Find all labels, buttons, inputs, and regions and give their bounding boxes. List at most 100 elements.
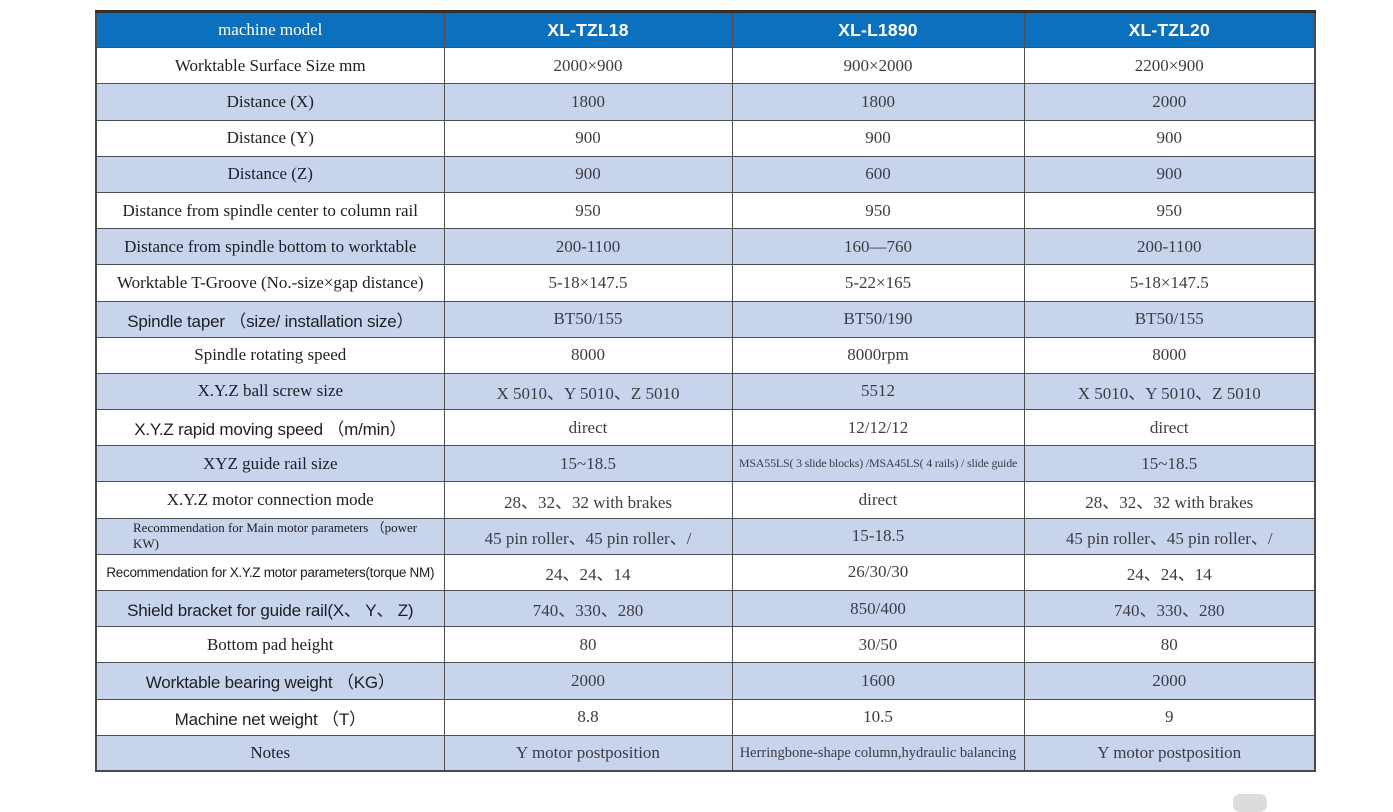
table-row: Recommendation for X.Y.Z motor parameter… (95, 553, 1316, 592)
spec-value-cell: 900 (1023, 119, 1316, 157)
spec-value-cell: 5512 (731, 372, 1025, 411)
table-row: XYZ guide rail size 15~18.5 MSA55LS( 3 sli… (95, 445, 1316, 483)
spec-value-cell: 24、24、14 (443, 553, 733, 592)
spec-value-cell: 2200×900 (1023, 47, 1316, 85)
table-row: Shield bracket for guide rail(X、 Y、 Z) 74… (95, 589, 1316, 628)
spec-value-cell: 2000 (1023, 662, 1316, 700)
spec-value-cell: 80 (1023, 626, 1316, 664)
table-row: Machine net weight （T） 8.8 10.5 9 (95, 698, 1316, 736)
spec-label-cell: XYZ guide rail size (95, 445, 445, 483)
spec-value-cell: 26/30/30 (731, 553, 1025, 592)
spec-value-cell: BT50/155 (443, 300, 733, 338)
spec-label-cell: Worktable bearing weight （KG） (95, 662, 445, 700)
spec-value-cell: 28、32、32 with brakes (443, 481, 733, 519)
spec-value-cell: 1800 (443, 83, 733, 121)
spec-value-cell: 28、32、32 with brakes (1023, 481, 1316, 519)
spec-label-cell: Distance (X) (95, 83, 445, 121)
table-row: Distance from spindle bottom to worktabl… (95, 228, 1316, 266)
spec-value-cell: 900 (443, 119, 733, 157)
table-row: Distance from spindle center to column r… (95, 191, 1316, 230)
spec-value-cell: 2000 (1023, 83, 1316, 121)
spec-table-body: Worktable Surface Size mm 2000×900 900×200… (95, 47, 1316, 772)
spec-value-cell: 15~18.5 (443, 445, 733, 483)
spec-value-cell: 200-1100 (443, 228, 733, 266)
spec-label-cell: Machine net weight （T） (95, 698, 445, 736)
spec-label-cell: Bottom pad height (95, 626, 445, 664)
spec-value-cell: 1600 (731, 662, 1025, 700)
column-header-model-1: XL-TZL18 (443, 10, 733, 49)
spec-value-cell: 8.8 (443, 698, 733, 736)
column-header-model-3: XL-TZL20 (1023, 10, 1316, 49)
column-header-machine-model: machine model (95, 10, 445, 49)
table-row: Distance (Z) 900 600 900 (95, 155, 1316, 193)
spec-value-cell: Herringbone-shape column,hydraulic balan… (731, 734, 1025, 772)
table-row: Worktable Surface Size mm 2000×900 900×200… (95, 47, 1316, 85)
spec-value-cell: X 5010、Y 5010、Z 5010 (443, 372, 733, 411)
spec-label-cell: Distance from spindle center to column r… (95, 191, 445, 230)
spec-value-cell: X 5010、Y 5010、Z 5010 (1023, 372, 1316, 411)
spec-label-cell: Spindle rotating speed (95, 336, 445, 374)
spec-value-cell: direct (731, 481, 1025, 519)
spec-value-cell: 8000 (443, 336, 733, 374)
spec-label-cell: X.Y.Z motor connection mode (95, 481, 445, 519)
spec-label-cell: Recommendation for Main motor parameters… (95, 517, 445, 555)
spec-label-cell: X.Y.Z ball screw size (95, 372, 445, 411)
spec-value-cell: 80 (443, 626, 733, 664)
spec-value-cell: 900 (443, 155, 733, 193)
spec-value-cell: 15-18.5 (731, 517, 1025, 555)
spec-value-cell: 950 (1023, 191, 1316, 230)
table-row: Distance (X) 1800 1800 2000 (95, 83, 1316, 121)
spec-value-cell: 10.5 (731, 698, 1025, 736)
spec-value-cell: MSA55LS( 3 slide blocks) /MSA45LS( 4 rai… (731, 445, 1025, 483)
table-row: Notes Y motor postposition Herringbone-sha… (95, 734, 1316, 772)
spec-label-cell: Distance from spindle bottom to worktabl… (95, 228, 445, 266)
machine-spec-table-container: machine model XL-TZL18 XL-L1890 XL-TZL20… (95, 10, 1316, 773)
machine-spec-table: machine model XL-TZL18 XL-L1890 XL-TZL20… (95, 10, 1316, 773)
spec-value-cell: 15~18.5 (1023, 445, 1316, 483)
spec-label-cell: Shield bracket for guide rail(X、 Y、 Z) (95, 589, 445, 628)
table-row: Recommendation for Main motor parameters… (95, 517, 1316, 555)
spec-value-cell: 9 (1023, 698, 1316, 736)
spec-value-cell: 900 (731, 119, 1025, 157)
spec-value-cell: 900 (1023, 155, 1316, 193)
spec-value-cell: 950 (443, 191, 733, 230)
column-header-model-2: XL-L1890 (731, 10, 1025, 49)
spec-label-cell: Spindle taper （size/ installation size） (95, 300, 445, 338)
spec-value-cell: BT50/190 (731, 300, 1025, 338)
spec-value-cell: BT50/155 (1023, 300, 1316, 338)
spec-value-cell: 8000 (1023, 336, 1316, 374)
spec-label-cell: Notes (95, 734, 445, 772)
table-row: Spindle rotating speed 8000 8000rpm 8000 (95, 336, 1316, 374)
spec-value-cell: 45 pin roller、45 pin roller、/ (443, 517, 733, 555)
spec-value-cell: 950 (731, 191, 1025, 230)
page-corner-artifact (1233, 794, 1267, 812)
spec-value-cell: 850/400 (731, 589, 1025, 628)
spec-value-cell: direct (443, 409, 733, 447)
table-row: Worktable T-Groove (No.-size×gap distanc… (95, 264, 1316, 302)
spec-value-cell: 200-1100 (1023, 228, 1316, 266)
spec-value-cell: 740、330、280 (1023, 589, 1316, 628)
spec-value-cell: 5-18×147.5 (1023, 264, 1316, 302)
spec-value-cell: 12/12/12 (731, 409, 1025, 447)
spec-label-cell: Distance (Y) (95, 119, 445, 157)
table-row: X.Y.Z motor connection mode 28、32、32 with… (95, 481, 1316, 519)
spec-value-cell: 5-22×165 (731, 264, 1025, 302)
spec-value-cell: 740、330、280 (443, 589, 733, 628)
spec-value-cell: 900×2000 (731, 47, 1025, 85)
spec-value-cell: 45 pin roller、45 pin roller、/ (1023, 517, 1316, 555)
spec-label-cell: Recommendation for X.Y.Z motor parameter… (95, 553, 445, 592)
spec-value-cell: 2000×900 (443, 47, 733, 85)
spec-value-cell: 24、24、14 (1023, 553, 1316, 592)
spec-value-cell: Y motor postposition (1023, 734, 1316, 772)
spec-value-cell: Y motor postposition (443, 734, 733, 772)
spec-value-cell: 600 (731, 155, 1025, 193)
table-row: X.Y.Z rapid moving speed （m/min） direct 12… (95, 409, 1316, 447)
table-row: Worktable bearing weight （KG） 2000 1600 200… (95, 662, 1316, 700)
spec-label-cell: Distance (Z) (95, 155, 445, 193)
table-row: Bottom pad height 80 30/50 80 (95, 626, 1316, 664)
spec-value-cell: 8000rpm (731, 336, 1025, 374)
spec-value-cell: 2000 (443, 662, 733, 700)
table-row: Spindle taper （size/ installation size） B… (95, 300, 1316, 338)
spec-label-cell: Worktable Surface Size mm (95, 47, 445, 85)
